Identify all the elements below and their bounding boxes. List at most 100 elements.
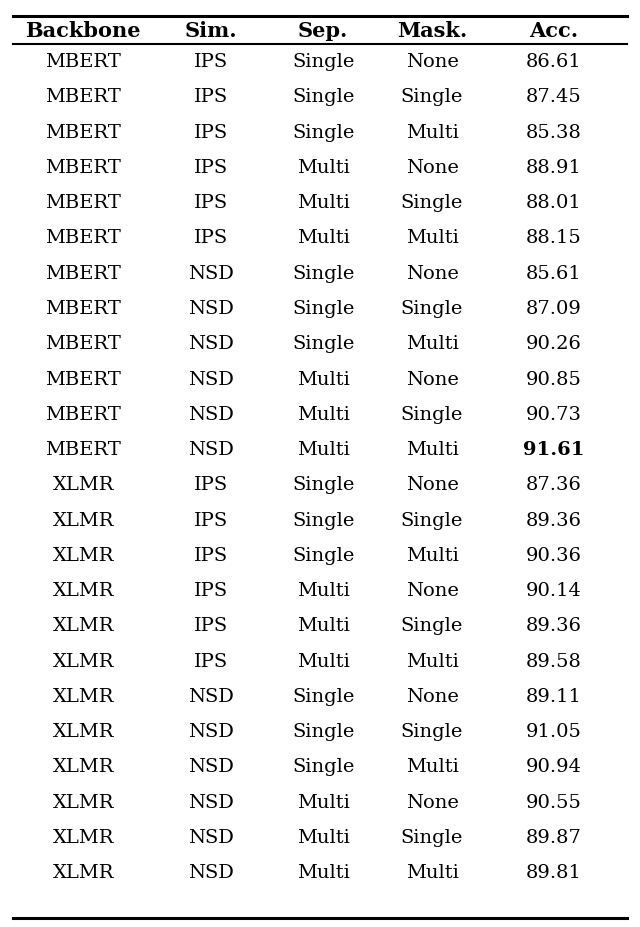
Text: MBERT: MBERT [45, 229, 121, 248]
Text: Multi: Multi [406, 440, 458, 459]
Text: XLMR: XLMR [52, 863, 114, 882]
Text: Single: Single [292, 53, 355, 71]
Text: MBERT: MBERT [45, 123, 121, 142]
Text: None: None [406, 476, 458, 494]
Text: IPS: IPS [194, 616, 228, 635]
Text: Single: Single [292, 546, 355, 565]
Text: Single: Single [401, 511, 463, 529]
Text: 90.14: 90.14 [525, 581, 582, 600]
Text: MBERT: MBERT [45, 335, 121, 353]
Text: 90.73: 90.73 [525, 405, 582, 424]
Text: Multi: Multi [297, 616, 349, 635]
Text: Multi: Multi [297, 440, 349, 459]
Text: IPS: IPS [194, 546, 228, 565]
Text: Multi: Multi [297, 159, 349, 177]
Text: IPS: IPS [194, 476, 228, 494]
Text: XLMR: XLMR [52, 616, 114, 635]
Text: Multi: Multi [297, 863, 349, 882]
Text: Multi: Multi [406, 335, 458, 353]
Text: Single: Single [292, 123, 355, 142]
Text: None: None [406, 264, 458, 283]
Text: 89.36: 89.36 [525, 511, 582, 529]
Text: None: None [406, 793, 458, 811]
Text: 89.87: 89.87 [525, 828, 582, 846]
Text: IPS: IPS [194, 53, 228, 71]
Text: Single: Single [292, 476, 355, 494]
Text: Multi: Multi [297, 793, 349, 811]
Text: Single: Single [401, 194, 463, 212]
Text: Multi: Multi [406, 229, 458, 248]
Text: Single: Single [292, 299, 355, 318]
Text: XLMR: XLMR [52, 476, 114, 494]
Text: MBERT: MBERT [45, 299, 121, 318]
Text: 91.61: 91.61 [523, 440, 584, 459]
Text: None: None [406, 53, 458, 71]
Text: IPS: IPS [194, 229, 228, 248]
Text: NSD: NSD [188, 757, 234, 776]
Text: Multi: Multi [406, 652, 458, 670]
Text: None: None [406, 370, 458, 388]
Text: Single: Single [401, 616, 463, 635]
Text: 91.05: 91.05 [525, 722, 582, 741]
Text: 90.85: 90.85 [525, 370, 582, 388]
Text: IPS: IPS [194, 88, 228, 107]
Text: Multi: Multi [297, 652, 349, 670]
Text: Single: Single [401, 722, 463, 741]
Text: Single: Single [401, 828, 463, 846]
Text: XLMR: XLMR [52, 652, 114, 670]
Text: 87.45: 87.45 [525, 88, 582, 107]
Text: MBERT: MBERT [45, 53, 121, 71]
Text: XLMR: XLMR [52, 722, 114, 741]
Text: 89.81: 89.81 [525, 863, 582, 882]
Text: 85.61: 85.61 [525, 264, 582, 283]
Text: Single: Single [292, 335, 355, 353]
Text: NSD: NSD [188, 687, 234, 705]
Text: Backbone: Backbone [26, 20, 141, 41]
Text: Single: Single [401, 299, 463, 318]
Text: 89.58: 89.58 [525, 652, 582, 670]
Text: 85.38: 85.38 [525, 123, 582, 142]
Text: Sep.: Sep. [298, 20, 348, 41]
Text: Multi: Multi [406, 123, 458, 142]
Text: Multi: Multi [297, 370, 349, 388]
Text: NSD: NSD [188, 335, 234, 353]
Text: IPS: IPS [194, 581, 228, 600]
Text: IPS: IPS [194, 159, 228, 177]
Text: 87.09: 87.09 [525, 299, 582, 318]
Text: Multi: Multi [406, 757, 458, 776]
Text: Single: Single [401, 405, 463, 424]
Text: MBERT: MBERT [45, 159, 121, 177]
Text: 86.61: 86.61 [525, 53, 582, 71]
Text: Multi: Multi [297, 581, 349, 600]
Text: 90.55: 90.55 [525, 793, 582, 811]
Text: NSD: NSD [188, 793, 234, 811]
Text: NSD: NSD [188, 722, 234, 741]
Text: 87.36: 87.36 [525, 476, 582, 494]
Text: NSD: NSD [188, 405, 234, 424]
Text: Single: Single [292, 687, 355, 705]
Text: Single: Single [292, 757, 355, 776]
Text: 88.91: 88.91 [525, 159, 582, 177]
Text: Multi: Multi [297, 828, 349, 846]
Text: IPS: IPS [194, 123, 228, 142]
Text: MBERT: MBERT [45, 194, 121, 212]
Text: XLMR: XLMR [52, 581, 114, 600]
Text: MBERT: MBERT [45, 370, 121, 388]
Text: 90.94: 90.94 [525, 757, 582, 776]
Text: Acc.: Acc. [529, 20, 578, 41]
Text: Multi: Multi [297, 194, 349, 212]
Text: None: None [406, 687, 458, 705]
Text: IPS: IPS [194, 194, 228, 212]
Text: XLMR: XLMR [52, 793, 114, 811]
Text: Single: Single [292, 264, 355, 283]
Text: XLMR: XLMR [52, 828, 114, 846]
Text: NSD: NSD [188, 299, 234, 318]
Text: Single: Single [292, 88, 355, 107]
Text: 90.36: 90.36 [525, 546, 582, 565]
Text: XLMR: XLMR [52, 546, 114, 565]
Text: NSD: NSD [188, 828, 234, 846]
Text: 88.15: 88.15 [525, 229, 582, 248]
Text: None: None [406, 159, 458, 177]
Text: Single: Single [292, 722, 355, 741]
Text: Sim.: Sim. [185, 20, 237, 41]
